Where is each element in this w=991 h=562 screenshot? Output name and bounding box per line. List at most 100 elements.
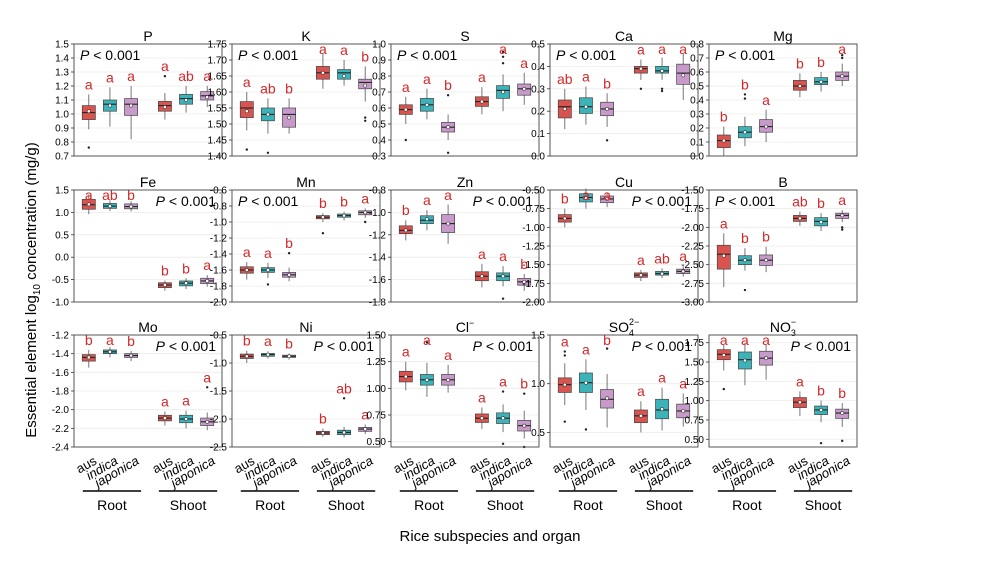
outlier-point xyxy=(163,75,167,78)
box-shoot-japonica: a xyxy=(200,369,215,431)
y-tick-label: -2.50 xyxy=(681,260,704,271)
outlier-point xyxy=(605,347,609,350)
panel-frame xyxy=(549,189,699,303)
outlier-point xyxy=(660,87,664,91)
mean-marker xyxy=(321,431,325,435)
y-axis-title-main: Essential element log xyxy=(23,295,40,438)
panel-title: Mg xyxy=(773,28,792,44)
box-shoot-indica: a xyxy=(337,42,351,86)
box-shoot-japonica: a xyxy=(676,248,691,277)
mean-marker xyxy=(562,216,567,221)
outlier-point xyxy=(523,392,526,395)
mean-marker xyxy=(562,107,567,111)
y-tick-label: 1.5 xyxy=(55,40,69,51)
y-tick-label: -0.5 xyxy=(210,331,228,342)
significance-letter: b xyxy=(817,195,825,211)
p-value-symbol: P xyxy=(632,193,642,209)
box-shoot-japonica: b xyxy=(517,256,532,291)
significance-letter: a xyxy=(444,187,452,203)
organ-label: Root xyxy=(414,497,444,513)
significance-letter: a xyxy=(264,333,272,349)
significance-letter: b xyxy=(161,262,169,278)
y-tick-label: 0.4 xyxy=(531,62,545,73)
y-tick-label: -0.8 xyxy=(210,202,228,213)
y-tick-label: 0.6 xyxy=(690,68,704,79)
outlier-point xyxy=(287,252,291,255)
y-tick-label: 1.5 xyxy=(55,186,69,197)
significance-letter: b xyxy=(444,77,452,93)
outlier-point xyxy=(743,93,747,96)
mean-marker xyxy=(342,74,346,78)
box-root-aus: b xyxy=(239,333,254,363)
box-root-aus: a xyxy=(716,215,731,288)
y-tick-label: 0.0 xyxy=(55,253,69,264)
significance-letter: a xyxy=(402,79,410,95)
y-tick-label: -1.2 xyxy=(52,331,70,342)
mean-marker xyxy=(287,354,291,359)
significance-letter: a xyxy=(319,41,327,57)
y-tick-label: -1.4 xyxy=(369,253,387,264)
box-root-indica: a xyxy=(103,69,117,127)
y-tick-label: -1.50 xyxy=(522,260,545,271)
significance-letter: ab xyxy=(557,71,573,87)
panel-fe: Fe-1.0-0.50.00.51.01.5 a ab bb b aP < 0.001 xyxy=(52,174,223,309)
mean-marker xyxy=(287,115,291,120)
panel-title: B xyxy=(778,174,787,190)
y-tick-label: -1.8 xyxy=(52,387,70,398)
significance-letter: b xyxy=(817,54,825,70)
box-root-aus: a xyxy=(398,79,413,142)
organ-label: Shoot xyxy=(646,497,683,513)
box-shoot-aus: a xyxy=(158,394,172,426)
y-tick-label: -2.4 xyxy=(52,443,70,454)
significance-letter: a xyxy=(679,375,687,391)
mean-marker xyxy=(184,98,188,102)
y-tick-label: 1.0 xyxy=(531,379,545,390)
box-root-japonica: a xyxy=(124,68,138,140)
box-shoot-aus: b xyxy=(316,195,330,235)
significance-letter: a xyxy=(499,248,507,264)
panel-title-strip xyxy=(550,28,698,44)
panel-title-strip xyxy=(391,174,539,190)
box-shoot-japonica: a xyxy=(676,375,691,427)
mean-marker xyxy=(129,353,133,358)
panel-zn: Zn-1.8-1.6-1.4-1.2-1.0-0.8ba aa a bP < 0.00… xyxy=(369,174,540,309)
p-value-label: P < 0.001 xyxy=(80,47,141,63)
panel-title-strip xyxy=(74,174,222,190)
y-tick-label: 1.0 xyxy=(55,110,69,121)
box-shoot-japonica: a xyxy=(835,41,850,86)
significance-letter: a xyxy=(402,344,410,360)
y-tick-label: 0.5 xyxy=(531,428,545,439)
y-tick-label: 1.00 xyxy=(367,384,387,395)
box-shoot-indica: b xyxy=(814,383,828,445)
y-tick-label: -1.0 xyxy=(210,218,228,229)
box-root-indica: a xyxy=(103,332,117,358)
significance-letter: a xyxy=(658,370,666,386)
panel-title: SO42− xyxy=(609,317,640,338)
panel-title-superscript: − xyxy=(791,317,796,327)
mean-marker xyxy=(425,377,429,382)
y-tick-label: 0.3 xyxy=(372,152,386,163)
mean-marker xyxy=(363,210,368,215)
mean-marker xyxy=(425,102,429,107)
y-tick-label: 0.5 xyxy=(372,120,386,131)
panel-title: K xyxy=(301,28,311,44)
significance-letter: b xyxy=(243,333,251,349)
panel-title-strip xyxy=(550,174,698,190)
significance-letter: a xyxy=(499,374,507,390)
mean-marker xyxy=(681,269,686,274)
panel-title-main: NO xyxy=(770,319,791,335)
box-root-indica: a xyxy=(420,332,434,397)
y-tick-label: 1.70 xyxy=(208,56,228,67)
significance-letter: a xyxy=(161,58,169,74)
panel-ca: Ca0.00.10.20.30.40.5ab a ba a aP < 0.001 xyxy=(531,28,699,163)
box-root-indica: a xyxy=(420,71,434,120)
mean-marker xyxy=(244,354,249,359)
box-root-japonica: b xyxy=(282,235,296,282)
y-tick-label: 0.9 xyxy=(372,56,386,67)
box-root-japonica: a xyxy=(759,92,773,142)
box-shoot-aus: a xyxy=(634,42,648,91)
panel-title-strip xyxy=(391,319,539,335)
p-value-label: P < 0.001 xyxy=(314,338,375,354)
